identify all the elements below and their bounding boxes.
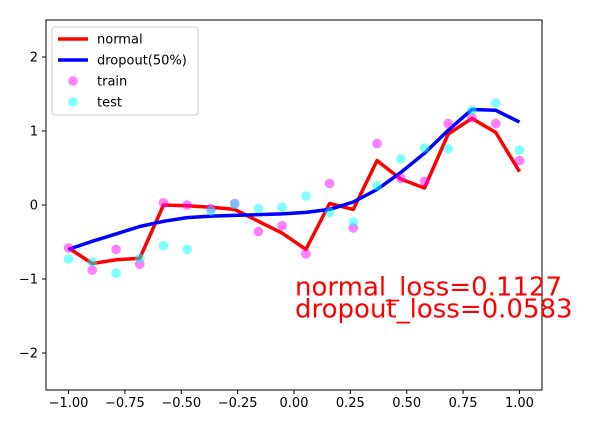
test-point (111, 268, 121, 278)
test-point (135, 253, 145, 263)
test-point (491, 98, 501, 108)
test-point (396, 154, 406, 164)
legend-item-train-label: train (97, 75, 127, 90)
test-point (64, 254, 74, 264)
test-point (301, 191, 311, 201)
x-tick-label: 1.00 (505, 396, 534, 411)
test-point (159, 241, 169, 251)
train-point (443, 119, 453, 129)
y-tick-label: 0 (30, 199, 38, 214)
test-point (206, 206, 216, 216)
test-point (443, 144, 453, 154)
test-point (277, 202, 287, 212)
train-point (277, 221, 287, 231)
legend-item-test-swatch (68, 97, 78, 107)
loss-annotation: dropout_loss=0.0583 (295, 295, 573, 325)
x-tick-label: −1.00 (49, 396, 89, 411)
train-point (64, 243, 74, 253)
train-point (301, 249, 311, 259)
y-tick-label: −2 (19, 347, 38, 362)
train-point (420, 177, 430, 187)
x-tick-label: 0.00 (280, 396, 309, 411)
train-point (515, 156, 525, 166)
x-tick-label: −0.50 (161, 396, 201, 411)
legend-item-dropout-label: dropout(50%) (97, 54, 187, 69)
test-point (349, 217, 359, 227)
legend-item-train-swatch (68, 76, 78, 86)
train-point (491, 119, 501, 129)
test-point (230, 200, 240, 210)
legend-item-test-label: test (97, 96, 122, 111)
y-tick-label: 1 (30, 125, 38, 140)
y-tick-label: −1 (19, 273, 38, 288)
train-point (372, 139, 382, 149)
test-point (515, 145, 525, 155)
test-point (467, 106, 477, 116)
x-tick-label: 0.50 (392, 396, 421, 411)
train-point (325, 179, 335, 189)
x-tick-label: −0.75 (105, 396, 145, 411)
train-point (254, 227, 264, 237)
test-point (182, 245, 192, 255)
test-point (420, 143, 430, 153)
y-tick-label: 2 (30, 51, 38, 66)
train-point (396, 174, 406, 184)
train-point (159, 198, 169, 208)
test-point (372, 181, 382, 191)
test-point (325, 208, 335, 218)
test-point (254, 204, 264, 214)
x-tick-label: −0.25 (218, 396, 258, 411)
test-point (87, 257, 97, 267)
x-tick-label: 0.75 (449, 396, 478, 411)
train-point (111, 245, 121, 255)
legend-item-normal-label: normal (97, 33, 143, 48)
x-tick-label: 0.25 (336, 396, 365, 411)
train-point (182, 200, 192, 210)
